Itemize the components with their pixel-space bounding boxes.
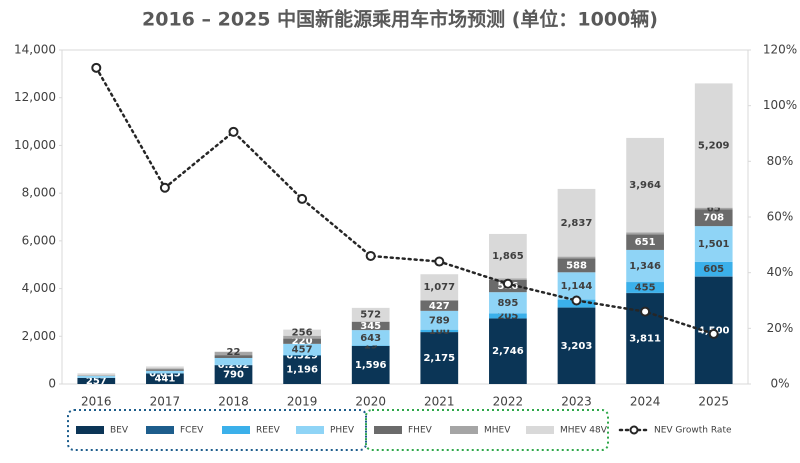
growth-point bbox=[573, 297, 581, 305]
x-tick-label: 2023 bbox=[561, 395, 592, 409]
data-label: 345 bbox=[360, 321, 381, 332]
y2-tick-label: 20% bbox=[767, 321, 794, 335]
x-tick-label: 2021 bbox=[424, 395, 455, 409]
growth-point bbox=[435, 258, 443, 266]
data-label: 3,964 bbox=[629, 180, 661, 191]
legend-label: BEV bbox=[110, 426, 129, 436]
data-label: 5,209 bbox=[698, 141, 730, 152]
y2-tick-label: 100% bbox=[763, 98, 797, 112]
data-label: 2,175 bbox=[423, 353, 455, 364]
bar-segment bbox=[420, 300, 458, 301]
y-tick-label: 10,000 bbox=[14, 138, 56, 152]
legend-swatch bbox=[146, 426, 174, 434]
growth-point bbox=[367, 252, 375, 260]
bar-segment bbox=[146, 369, 184, 370]
data-label: 3,203 bbox=[561, 341, 593, 352]
data-label: 790 bbox=[223, 370, 244, 381]
y2-tick-label: 0% bbox=[770, 377, 789, 391]
growth-point bbox=[161, 184, 169, 192]
x-tick-label: 2022 bbox=[493, 395, 524, 409]
growth-point bbox=[92, 64, 100, 72]
x-tick-label: 2018 bbox=[218, 395, 249, 409]
data-label: 643 bbox=[360, 333, 381, 344]
data-label: 1,865 bbox=[492, 251, 524, 262]
legend-label: MHEV bbox=[484, 426, 511, 436]
data-label: 2,746 bbox=[492, 346, 524, 357]
legend-swatch bbox=[450, 426, 478, 434]
legend-swatch bbox=[631, 427, 638, 434]
legend-label: NEV Growth Rate bbox=[654, 426, 732, 436]
data-label: 1,501 bbox=[698, 239, 730, 250]
bar-segment bbox=[77, 376, 115, 378]
growth-point bbox=[641, 308, 649, 316]
bar-segment bbox=[77, 373, 115, 375]
data-label: 256 bbox=[292, 328, 313, 339]
legend-swatch bbox=[222, 426, 250, 434]
y2-tick-label: 120% bbox=[763, 43, 797, 57]
legend-label: FCEV bbox=[180, 426, 204, 436]
data-label: 1,196 bbox=[286, 365, 318, 376]
growth-line bbox=[96, 68, 713, 334]
data-label: 22 bbox=[227, 347, 241, 358]
y-tick-label: 12,000 bbox=[14, 90, 56, 104]
data-label: 1,346 bbox=[629, 261, 661, 272]
y2-tick-label: 40% bbox=[767, 265, 794, 279]
data-label: 651 bbox=[635, 237, 656, 248]
y2-tick-label: 60% bbox=[767, 210, 794, 224]
chart-title: 2016 – 2025 中国新能源乘用车市场预测 (单位：1000辆) bbox=[142, 8, 658, 31]
bar-segment bbox=[146, 371, 184, 374]
bar-segment bbox=[215, 358, 253, 365]
data-label: 572 bbox=[360, 310, 381, 321]
legend-label: FHEV bbox=[408, 426, 433, 436]
growth-point bbox=[710, 330, 718, 338]
data-label: 605 bbox=[703, 264, 724, 275]
data-label: 455 bbox=[635, 282, 656, 293]
y-tick-label: 6,000 bbox=[22, 233, 56, 247]
legend-label: REEV bbox=[256, 426, 281, 436]
growth-point bbox=[230, 128, 238, 136]
x-tick-label: 2019 bbox=[287, 395, 318, 409]
x-tick-label: 2024 bbox=[630, 395, 661, 409]
y2-tick-label: 80% bbox=[767, 154, 794, 168]
bar-segment bbox=[77, 375, 115, 376]
data-label: 895 bbox=[497, 298, 518, 309]
legend-swatch bbox=[296, 426, 324, 434]
y-tick-label: 0 bbox=[48, 377, 56, 391]
data-label: 3,811 bbox=[629, 334, 661, 345]
legend-swatch bbox=[526, 426, 554, 434]
y-tick-label: 4,000 bbox=[22, 281, 56, 295]
data-label: 1,077 bbox=[423, 282, 455, 293]
x-tick-label: 2017 bbox=[150, 395, 181, 409]
data-label: 1,596 bbox=[355, 360, 387, 371]
legend-label: PHEV bbox=[330, 426, 355, 436]
bar-segment bbox=[146, 366, 184, 368]
bar-segment bbox=[146, 368, 184, 369]
data-label: 789 bbox=[429, 315, 450, 326]
x-tick-label: 2016 bbox=[81, 395, 112, 409]
y-tick-label: 8,000 bbox=[22, 186, 56, 200]
data-label: 2,837 bbox=[561, 218, 593, 229]
legend-swatch bbox=[374, 426, 402, 434]
y-tick-label: 2,000 bbox=[22, 329, 56, 343]
y-tick-label: 14,000 bbox=[14, 43, 56, 57]
data-label: 1,144 bbox=[561, 281, 593, 292]
data-label: 588 bbox=[566, 260, 587, 271]
bar-segment bbox=[558, 257, 596, 259]
data-label: 427 bbox=[429, 301, 450, 312]
growth-point bbox=[504, 280, 512, 288]
bar-segment bbox=[626, 232, 664, 234]
legend-swatch bbox=[76, 426, 104, 434]
x-tick-label: 2025 bbox=[698, 395, 729, 409]
x-tick-label: 2020 bbox=[355, 395, 386, 409]
growth-point bbox=[298, 195, 306, 203]
legend-label: MHEV 48V bbox=[560, 426, 608, 436]
